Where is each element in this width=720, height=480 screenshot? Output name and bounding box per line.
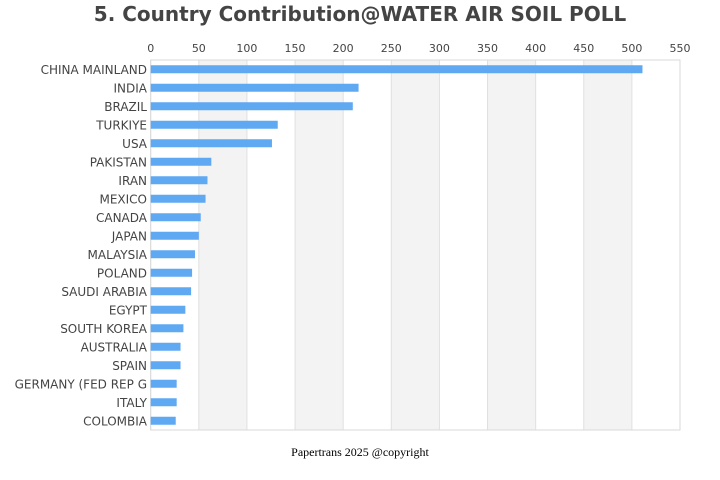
y-tick-label: POLAND xyxy=(97,266,147,280)
x-tick-label: 400 xyxy=(525,42,546,55)
footer-copyright: Papertrans 2025 @copyright xyxy=(291,445,429,459)
x-tick-label: 150 xyxy=(285,42,306,55)
bar xyxy=(150,231,199,240)
grid-band xyxy=(295,60,344,430)
grid-band xyxy=(583,60,632,430)
grid-band xyxy=(487,60,536,430)
bar xyxy=(150,102,353,111)
x-tick-label: 100 xyxy=(236,42,257,55)
y-tick-label: IRAN xyxy=(118,174,147,188)
chart-title: 5. Country Contribution@WATER AIR SOIL P… xyxy=(93,2,627,26)
x-tick-label: 0 xyxy=(147,42,154,55)
y-tick-label: MEXICO xyxy=(99,192,147,206)
bar xyxy=(150,176,208,185)
bar xyxy=(150,139,272,148)
bar xyxy=(150,361,181,370)
bar xyxy=(150,379,177,388)
grid-band xyxy=(198,60,247,430)
y-tick-label: SPAIN xyxy=(112,359,147,373)
y-tick-label: CHINA MAINLAND xyxy=(41,63,147,77)
y-tick-label: PAKISTAN xyxy=(90,155,147,169)
y-tick-label: BRAZIL xyxy=(104,100,147,114)
bar xyxy=(150,120,278,129)
x-tick-label: 200 xyxy=(333,42,354,55)
y-tick-label: JAPAN xyxy=(111,229,147,243)
bar xyxy=(150,324,184,333)
x-tick-label: 550 xyxy=(670,42,691,55)
x-tick-label: 450 xyxy=(573,42,594,55)
bar xyxy=(150,213,201,222)
bar xyxy=(150,398,177,407)
x-tick-label: 300 xyxy=(429,42,450,55)
y-tick-label: SOUTH KOREA xyxy=(60,322,148,336)
y-tick-label: CANADA xyxy=(96,211,148,225)
bar xyxy=(150,305,186,314)
y-tick-label: AUSTRALIA xyxy=(81,340,148,354)
y-tick-label: ITALY xyxy=(116,396,147,410)
bar xyxy=(150,268,193,277)
y-tick-label: USA xyxy=(122,137,148,151)
bar xyxy=(150,194,206,203)
bar xyxy=(150,416,176,425)
x-tick-label: 350 xyxy=(477,42,498,55)
x-tick-label: 500 xyxy=(621,42,642,55)
y-tick-label: MALAYSIA xyxy=(88,248,148,262)
grid-band xyxy=(391,60,440,430)
plot-area xyxy=(150,59,681,431)
bar xyxy=(150,157,212,166)
y-tick-label: SAUDI ARABIA xyxy=(61,285,147,299)
y-tick-label: TURKIYE xyxy=(95,118,147,132)
bar xyxy=(150,287,192,296)
bar xyxy=(150,65,643,74)
bar xyxy=(150,83,359,92)
x-tick-label: 250 xyxy=(381,42,402,55)
y-tick-label: GERMANY (FED REP G xyxy=(15,377,147,391)
bar xyxy=(150,342,181,351)
bar xyxy=(150,250,195,259)
y-tick-label: EGYPT xyxy=(109,303,148,317)
y-tick-label: INDIA xyxy=(113,81,147,95)
x-tick-label: 50 xyxy=(192,42,206,55)
y-tick-label: COLOMBIA xyxy=(83,414,148,428)
